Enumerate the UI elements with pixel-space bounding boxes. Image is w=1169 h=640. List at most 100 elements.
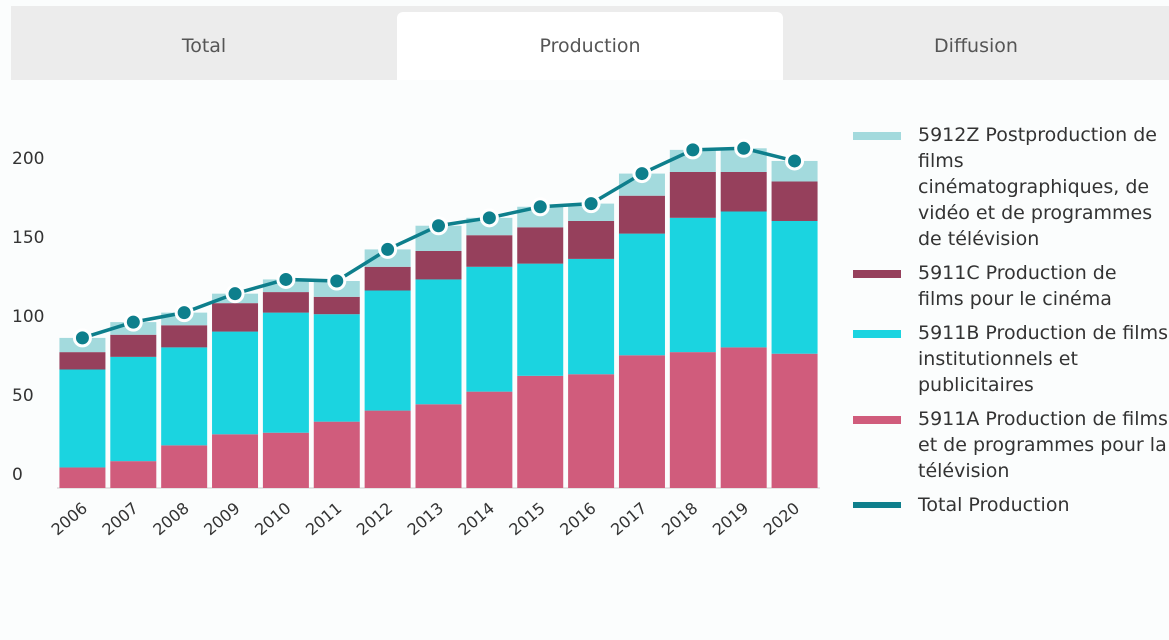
legend-item: Total Production — [853, 492, 1169, 518]
line-point — [174, 303, 194, 323]
bar-segment — [364, 266, 411, 291]
line-point — [327, 271, 347, 291]
bar-segment — [466, 235, 513, 267]
legend-label: 5911C Production de films pour le cinéma — [918, 262, 1117, 310]
line-point — [72, 328, 92, 348]
x-tick-label: 2017 — [607, 499, 650, 540]
line-point — [632, 164, 652, 184]
bar-segment — [517, 227, 564, 264]
line-point — [429, 216, 448, 236]
bar-segment — [161, 325, 208, 348]
y-tick-label: 100 — [12, 307, 44, 327]
x-tick-label: 2006 — [48, 499, 91, 540]
line-point — [479, 208, 499, 228]
line-point — [276, 269, 296, 289]
bar-segment — [771, 160, 818, 182]
x-tick-label: 2012 — [353, 499, 396, 540]
bar-segment — [771, 181, 818, 221]
bar-segment — [618, 233, 665, 356]
bar-segment — [415, 279, 462, 405]
y-tick-label: 50 — [12, 386, 34, 406]
x-tick-label: 2013 — [404, 499, 447, 540]
bar-segment — [466, 391, 513, 488]
bar-segment — [669, 217, 716, 353]
legend-label: 5911A Production de films et de programm… — [918, 408, 1168, 482]
bar-segment — [720, 148, 767, 172]
bar-segment — [313, 296, 360, 315]
legend: 5912Z Postproduction de films cinématogr… — [853, 122, 1169, 526]
bar-segment — [568, 374, 615, 488]
line-point — [123, 312, 143, 332]
bar-segment — [110, 334, 157, 357]
line-point — [683, 140, 703, 160]
bar-segment — [568, 258, 615, 375]
bar-segment — [59, 369, 106, 468]
legend-label: 5911B Production de films institutionnel… — [918, 322, 1168, 396]
bar-segment — [466, 266, 513, 392]
line-point — [734, 138, 754, 158]
bar-segment — [110, 356, 157, 462]
x-tick-label: 2018 — [658, 499, 701, 540]
bar-segment — [313, 421, 360, 488]
bar-segment — [212, 434, 259, 488]
legend-swatch — [853, 502, 901, 508]
tab[interactable]: Production — [397, 12, 783, 80]
legend-item: 5911A Production de films et de programm… — [853, 406, 1169, 484]
bar-segment — [212, 303, 259, 332]
line-point — [530, 197, 550, 217]
x-tick-label: 2020 — [760, 499, 803, 540]
legend-swatch — [853, 132, 901, 140]
bar-segment — [313, 314, 360, 422]
x-tick-label: 2015 — [505, 499, 548, 540]
bar-segment — [771, 353, 818, 488]
bar-segment — [669, 352, 716, 488]
tab-bar: Total Production Diffusion — [11, 6, 1169, 80]
x-tick-label: 2010 — [251, 499, 294, 540]
legend-swatch — [853, 330, 901, 338]
x-tick-label: 2011 — [302, 499, 345, 540]
x-tick-label: 2019 — [709, 499, 752, 540]
x-tick-label: 2009 — [200, 499, 243, 540]
bar-segment — [161, 347, 208, 446]
bar-segment — [618, 355, 665, 488]
tab[interactable]: Diffusion — [934, 35, 1018, 57]
bar-segment — [110, 461, 157, 488]
line-point — [378, 239, 398, 259]
bar-segment — [771, 220, 818, 354]
bar-segment — [262, 432, 309, 488]
tab[interactable]: Total — [181, 35, 227, 57]
legend-label: 5912Z Postproduction de films cinématogr… — [918, 124, 1157, 250]
x-tick-label: 2016 — [556, 499, 599, 540]
x-tick-label: 2007 — [98, 499, 141, 540]
bar-segment — [415, 251, 462, 280]
bar-segment — [161, 445, 208, 488]
line-point — [225, 284, 245, 304]
bar-segment — [364, 290, 411, 411]
bar-segment — [720, 347, 767, 488]
bar-segment — [262, 312, 309, 433]
bar-segment — [59, 467, 106, 488]
bar-segment — [618, 195, 665, 234]
legend-swatch — [853, 416, 901, 424]
bar-segment — [517, 263, 564, 376]
x-tick-label: 2014 — [455, 499, 498, 540]
legend-swatch — [853, 270, 901, 278]
legend-item: 5911B Production de films institutionnel… — [853, 320, 1169, 398]
line-point — [581, 194, 601, 214]
bar-segment — [669, 172, 716, 218]
legend-label: Total Production — [918, 494, 1070, 516]
bar-segment — [262, 292, 309, 313]
bar-segment — [720, 211, 767, 348]
bar-segment — [415, 404, 462, 488]
bar-segment — [364, 410, 411, 488]
bar-segment — [517, 375, 564, 488]
x-tick-label: 2008 — [149, 499, 192, 540]
bar-segment — [59, 352, 106, 370]
y-tick-label: 0 — [12, 465, 23, 485]
bar-segment — [212, 331, 259, 435]
chart: 0 50 100 150 200 2006 2007 2008 2009 2010 2011 2012… — [12, 138, 820, 540]
y-tick-label: 200 — [12, 149, 44, 169]
bar-segment — [517, 206, 564, 228]
legend-item: 5911C Production de films pour le cinéma — [853, 260, 1169, 312]
